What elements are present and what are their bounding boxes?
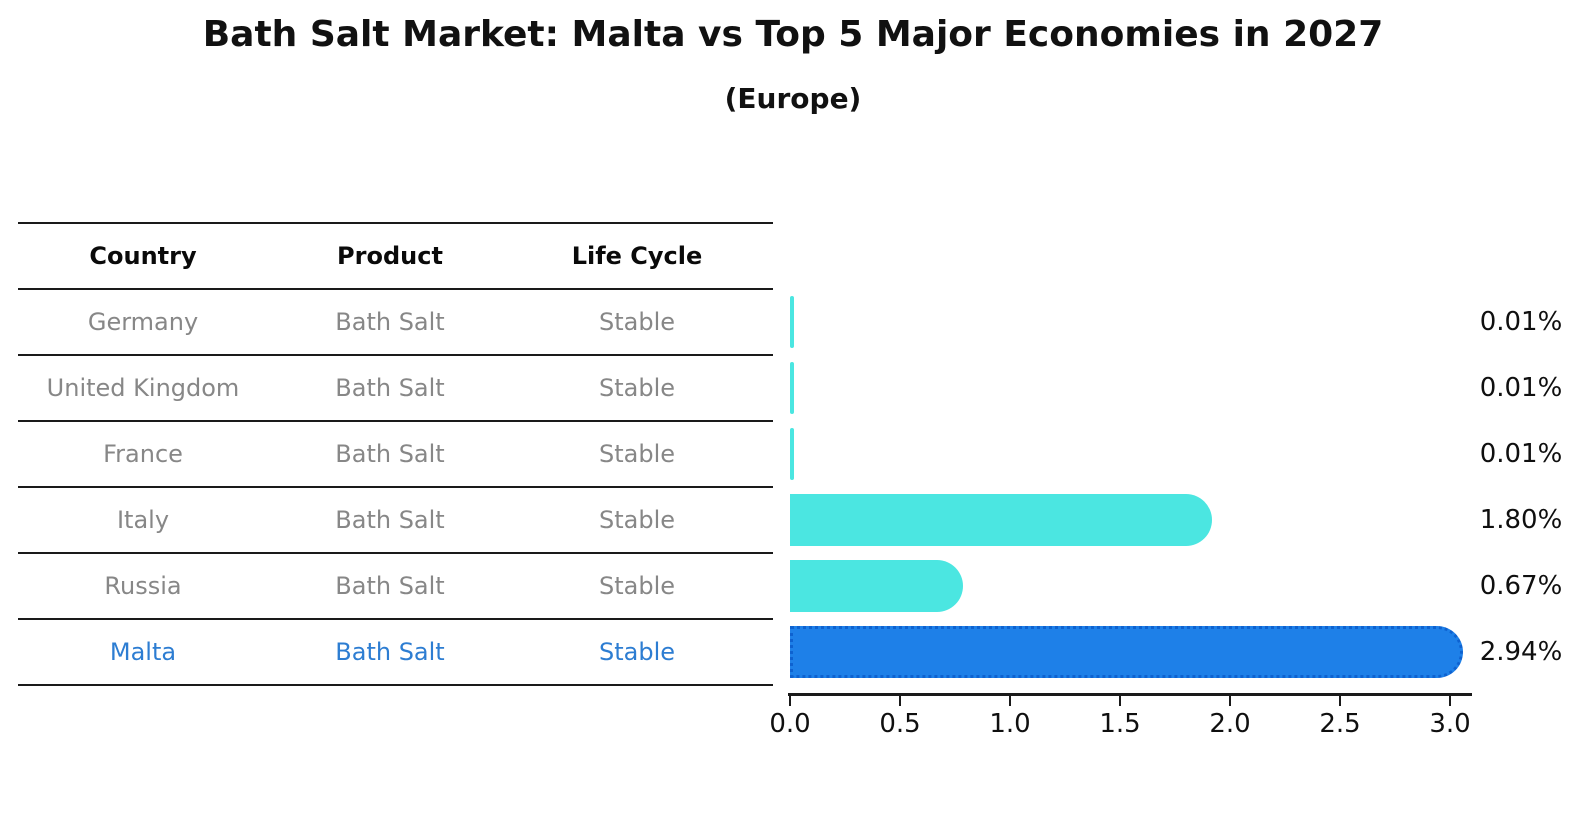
x-axis-tick-label: 0.5 [879,709,921,739]
x-axis-tick-label: 1.0 [989,709,1031,739]
table-cell-country-malta: Malta [109,638,177,666]
x-axis-tick [1229,696,1231,706]
x-axis-tick [1449,696,1451,706]
bar-value-label-malta: 2.94% [1479,637,1563,667]
x-axis-line [788,693,1472,696]
bar-value-label: 0.01% [1479,307,1563,337]
bar-germany [790,296,794,348]
table-cell-product: Bath Salt [335,506,445,534]
column-header-product: Product [337,242,443,270]
table-cell-country: France [103,440,183,468]
bar-value-label: 1.80% [1479,505,1563,535]
bar-value-label: 0.01% [1479,373,1563,403]
table-cell-life-cycle: Stable [598,308,676,336]
table-cell-country: Italy [116,506,170,534]
table-cell-country: Germany [87,308,199,336]
column-header-country: Country [89,242,197,270]
table-row-rule [18,486,773,488]
x-axis-tick [1339,696,1341,706]
chart-title: Bath Salt Market: Malta vs Top 5 Major E… [202,14,1384,55]
table-top-rule [18,222,773,224]
chart-subtitle: (Europe) [724,82,862,115]
table-row-rule [18,552,773,554]
table-cell-product: Bath Salt [335,308,445,336]
table-row-rule [18,420,773,422]
bar-italy [790,494,1212,546]
table-cell-product: Bath Salt [335,572,445,600]
x-axis-tick [899,696,901,706]
x-axis-tick [1009,696,1011,706]
table-cell-product: Bath Salt [335,638,445,666]
bar-value-label: 0.01% [1479,439,1563,469]
x-axis-tick-label: 3.0 [1429,709,1471,739]
table-cell-product: Bath Salt [335,440,445,468]
table-cell-country: United Kingdom [46,374,240,402]
table-cell-life-cycle: Stable [598,506,676,534]
table-cell-country: Russia [104,572,182,600]
table-row-rule [18,354,773,356]
table-bottom-rule [18,684,773,686]
table-row-rule [18,618,773,620]
bar-malta-highlight [790,626,1463,678]
bar-united-kingdom [790,362,794,414]
bar-value-label: 0.67% [1479,571,1563,601]
column-header-life-cycle: Life Cycle [571,242,703,270]
bar-france [790,428,794,480]
x-axis-tick-label: 2.0 [1209,709,1251,739]
table-cell-life-cycle: Stable [598,374,676,402]
bar-russia [790,560,963,612]
table-header-rule [18,288,773,290]
table-cell-life-cycle: Stable [598,638,676,666]
table-cell-product: Bath Salt [335,374,445,402]
x-axis-tick-label: 2.5 [1319,709,1361,739]
table-cell-life-cycle: Stable [598,440,676,468]
x-axis-tick-label: 1.5 [1099,709,1141,739]
x-axis-tick-label: 0.0 [769,709,811,739]
x-axis-tick [1119,696,1121,706]
table-cell-life-cycle: Stable [598,572,676,600]
x-axis-tick [789,696,791,706]
